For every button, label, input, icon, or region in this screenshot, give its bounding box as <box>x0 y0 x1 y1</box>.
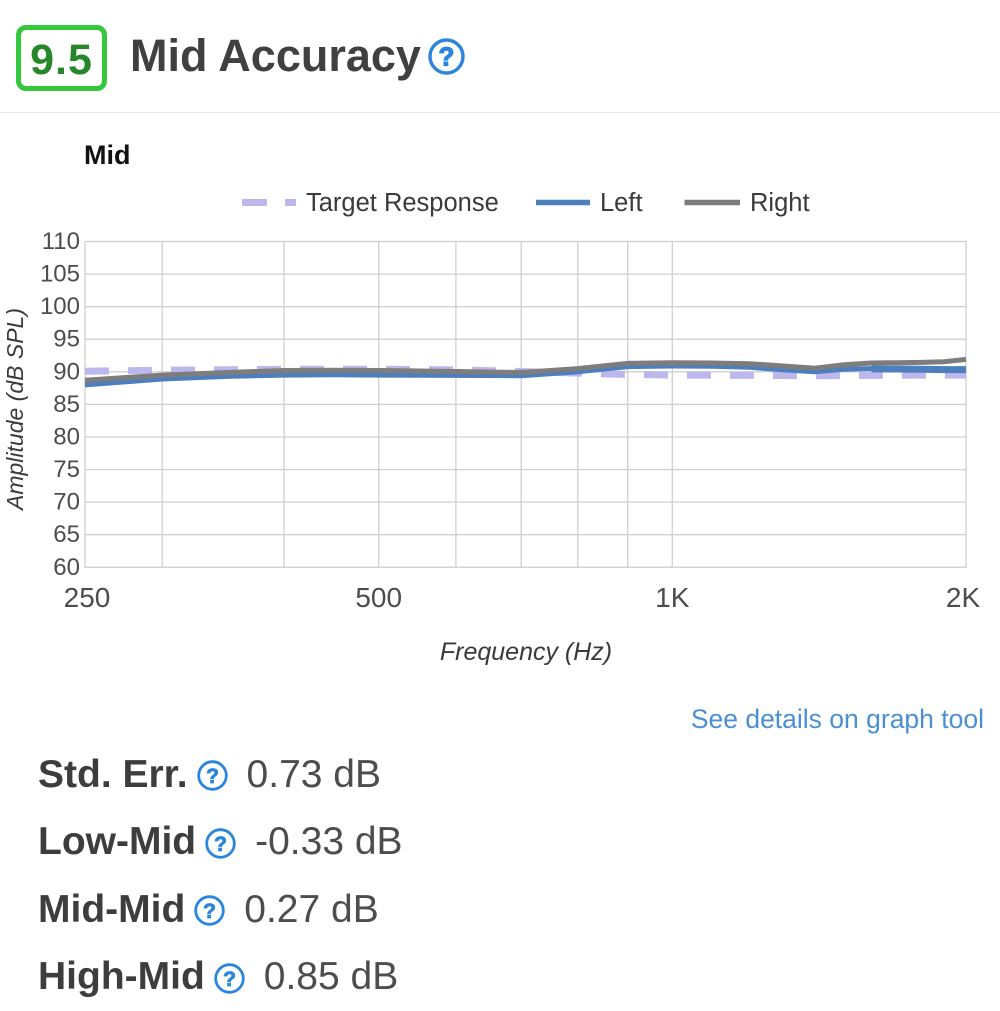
svg-text:95: 95 <box>53 326 80 353</box>
svg-text:Left: Left <box>600 189 643 217</box>
svg-text:?: ? <box>206 765 219 788</box>
svg-text:?: ? <box>223 968 236 991</box>
svg-text:2K: 2K <box>946 582 981 613</box>
svg-text:Right: Right <box>750 189 810 217</box>
svg-text:Target Response: Target Response <box>306 189 499 217</box>
svg-text:100: 100 <box>40 293 80 320</box>
svg-text:80: 80 <box>53 424 80 451</box>
svg-text:500: 500 <box>355 582 402 613</box>
svg-text:?: ? <box>203 900 216 923</box>
svg-text:65: 65 <box>53 521 80 548</box>
svg-text:105: 105 <box>40 261 80 288</box>
svg-text:?: ? <box>439 42 455 72</box>
svg-text:250: 250 <box>64 582 111 613</box>
svg-text:60: 60 <box>53 554 80 581</box>
svg-text:Mid: Mid <box>84 140 131 170</box>
svg-text:85: 85 <box>53 391 80 418</box>
svg-text:Frequency (Hz): Frequency (Hz) <box>440 638 612 666</box>
svg-text:Amplitude (dB SPL): Amplitude (dB SPL) <box>2 308 28 512</box>
svg-text:1K: 1K <box>655 582 690 613</box>
svg-text:110: 110 <box>42 228 80 255</box>
svg-text:?: ? <box>214 833 227 856</box>
svg-text:70: 70 <box>53 489 80 516</box>
svg-text:75: 75 <box>53 456 80 483</box>
svg-text:90: 90 <box>53 358 80 385</box>
